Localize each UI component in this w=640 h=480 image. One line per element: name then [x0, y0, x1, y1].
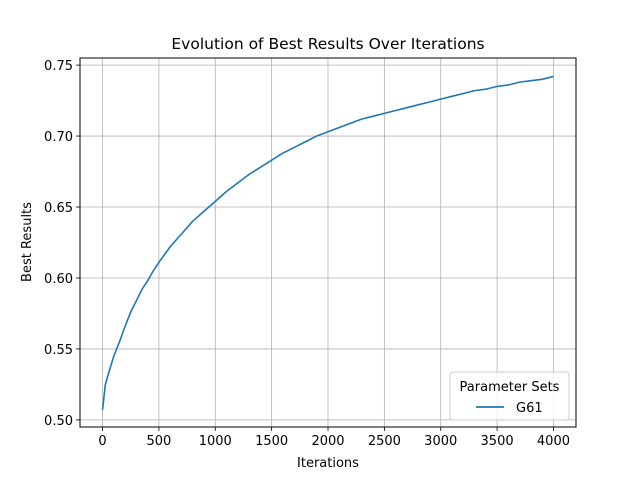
x-tick-label: 2000	[311, 434, 344, 449]
legend-title: Parameter Sets	[460, 380, 560, 395]
x-tick-label: 4000	[537, 434, 570, 449]
x-tick-label: 3500	[481, 434, 514, 449]
y-axis-title: Best Results	[20, 202, 35, 282]
x-tick-label: 1000	[199, 434, 232, 449]
x-tick-label: 0	[98, 434, 106, 449]
y-tick-label: 0.75	[44, 59, 73, 74]
series-layer	[101, 75, 554, 411]
y-tick-label: 0.50	[44, 414, 73, 429]
x-tick-label: 1500	[255, 434, 288, 449]
legend-box	[449, 371, 570, 421]
legend: Parameter Sets G61	[449, 371, 570, 421]
legend-label-g61: G61	[516, 401, 543, 416]
x-axis: 0 500 1000 1500 2000 2500 3000 3500 4000	[98, 427, 570, 449]
y-tick-label: 0.60	[44, 272, 73, 287]
y-tick-label: 0.55	[44, 343, 73, 358]
x-tick-label: 3000	[424, 434, 457, 449]
x-tick-label: 500	[146, 434, 171, 449]
x-axis-title: Iterations	[297, 456, 359, 471]
chart-title: Evolution of Best Results Over Iteration…	[171, 35, 484, 53]
y-tick-label: 0.70	[44, 130, 73, 145]
y-axis: 0.50 0.55 0.60 0.65 0.70 0.75	[44, 59, 80, 429]
series-line-g61	[101, 75, 554, 411]
y-tick-label: 0.65	[44, 201, 73, 216]
x-tick-label: 2500	[368, 434, 401, 449]
